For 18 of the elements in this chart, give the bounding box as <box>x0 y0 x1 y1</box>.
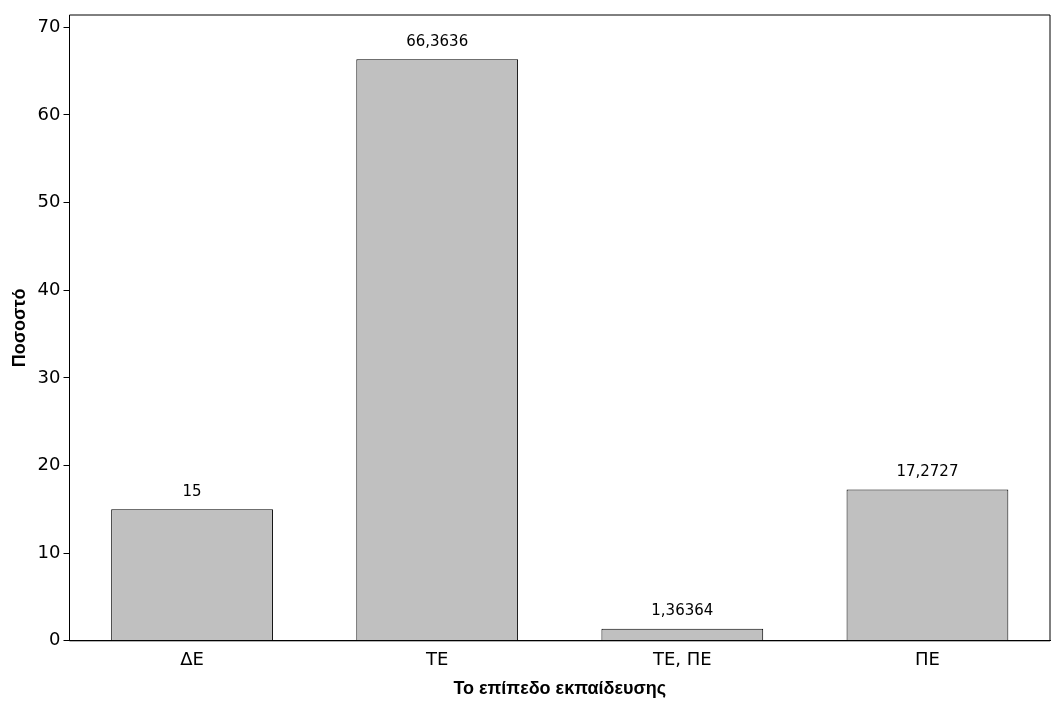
y-tick-label: 60 <box>37 102 61 124</box>
x-axis-title: Το επίπεδο εκπαίδευσης <box>453 678 667 699</box>
x-tick-label: ΤΕ, ΠΕ <box>651 648 712 670</box>
y-tick-label: 20 <box>37 453 61 475</box>
data-label: 66,3636 <box>406 31 469 50</box>
y-axis-title: Ποσοστό <box>8 288 29 368</box>
x-tick-label: ΔΕ <box>180 648 204 670</box>
data-label: 15 <box>182 481 202 500</box>
x-tick-label: ΤΕ <box>425 648 449 670</box>
data-label: 17,2727 <box>896 461 959 480</box>
x-tick-label: ΠΕ <box>914 648 940 670</box>
y-tick-label: 30 <box>37 365 61 387</box>
y-tick-label: 50 <box>37 190 61 212</box>
y-tick-label: 70 <box>37 14 61 36</box>
y-tick-label: 10 <box>37 540 61 562</box>
data-label: 1,36364 <box>651 601 714 620</box>
y-tick-label: 0 <box>49 628 61 650</box>
y-tick-label: 40 <box>37 277 61 299</box>
